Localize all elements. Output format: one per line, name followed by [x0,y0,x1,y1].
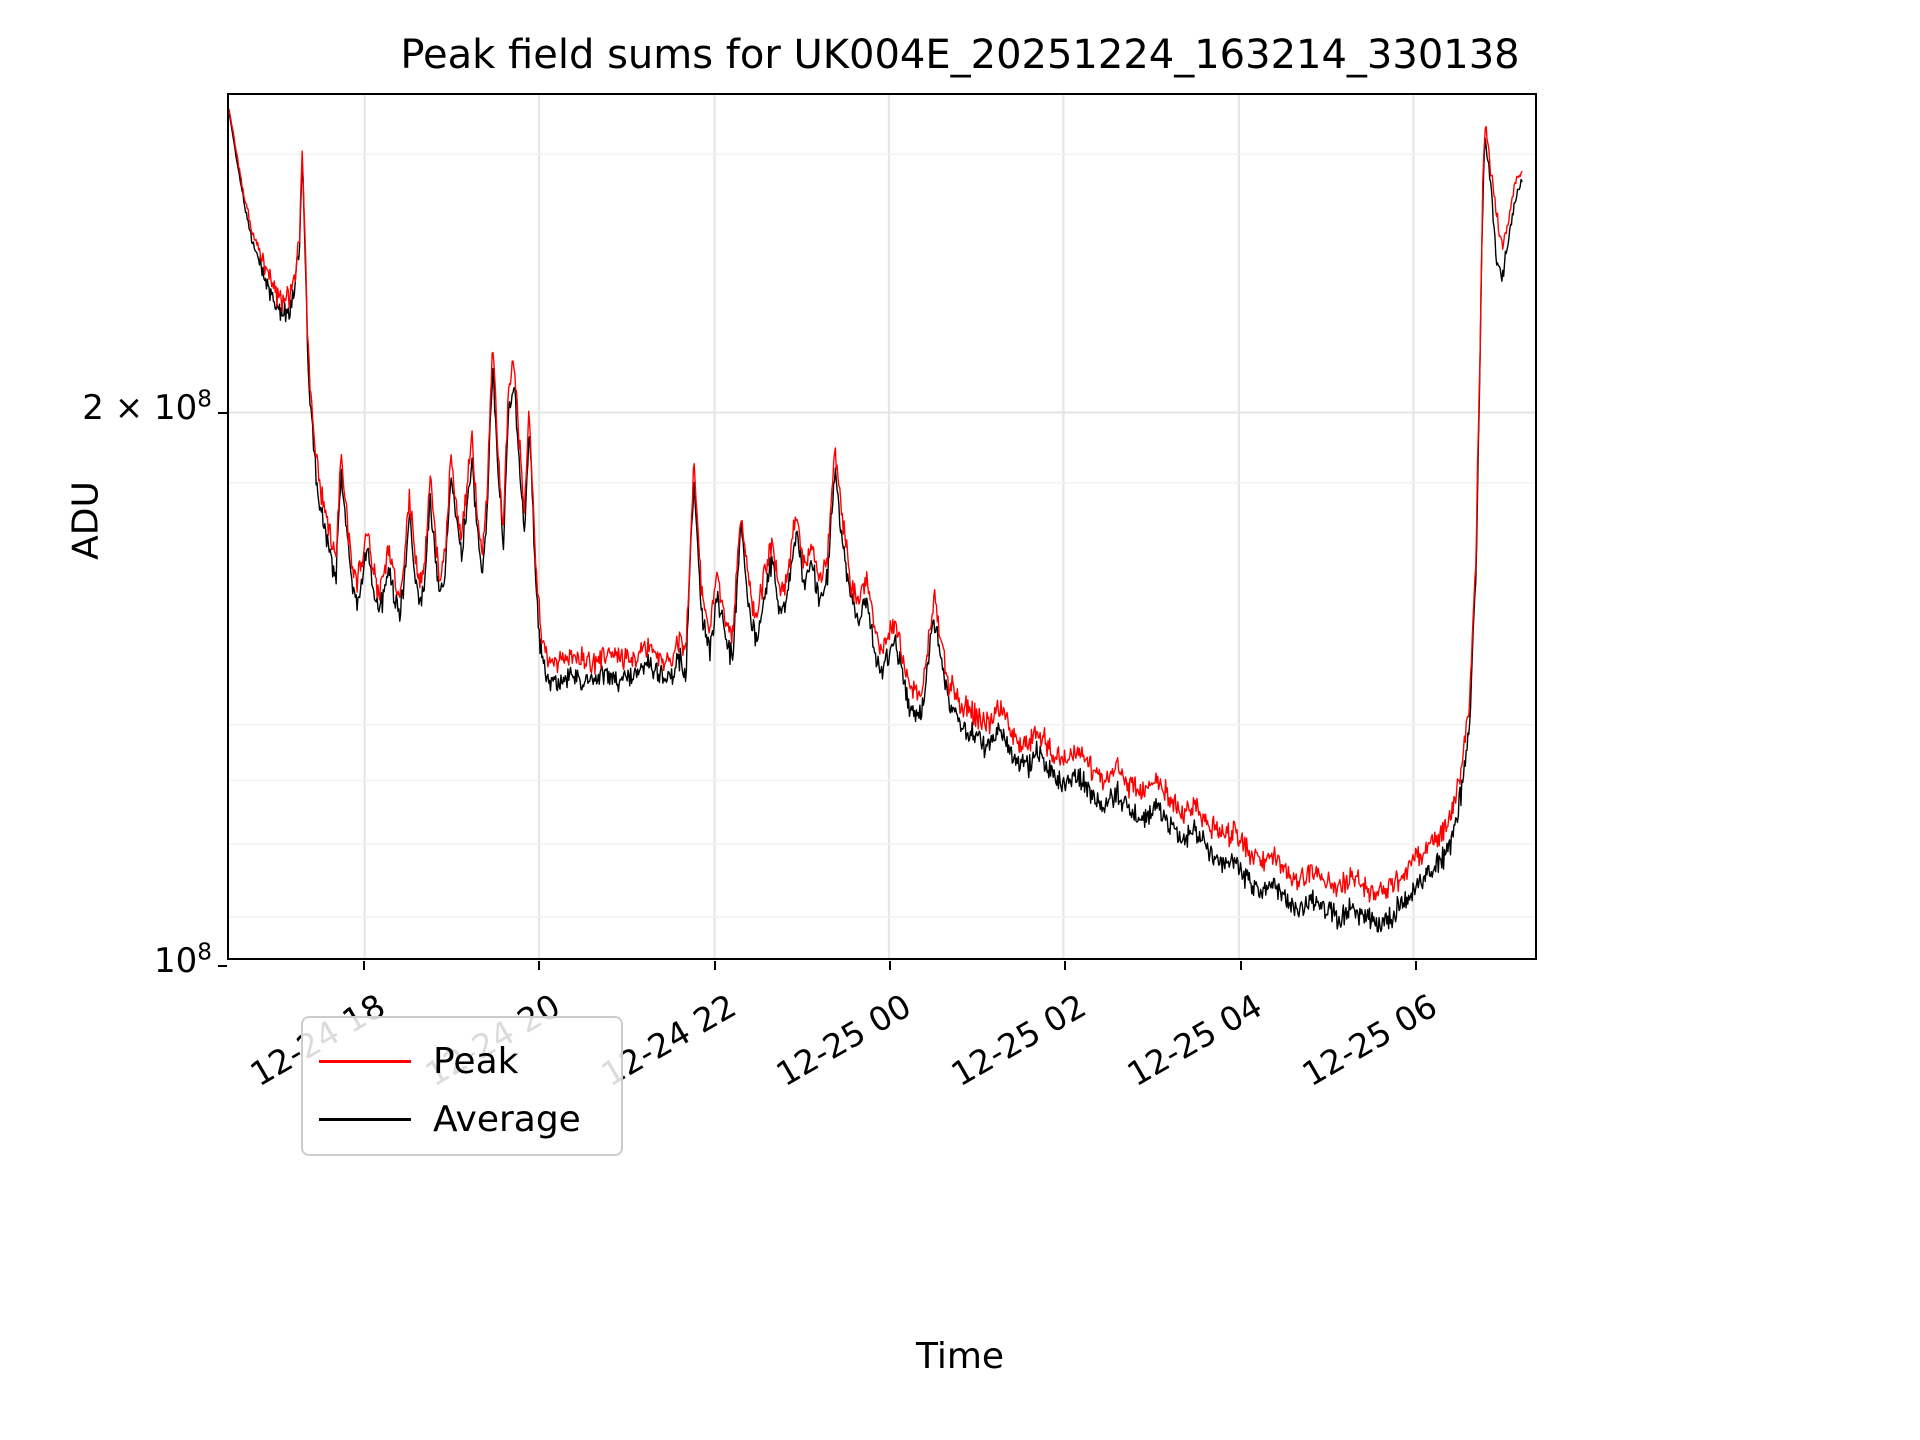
legend-entry-average: Average [303,1090,621,1148]
y-axis-label: ADU [65,481,107,560]
x-tick-label: 12-25 06 [1295,986,1444,1094]
x-axis-label: Time [915,1336,1005,1377]
y-tick-label-2e8: 2 × 108 [82,386,212,428]
y-tick-label-1e8: 108 [154,939,212,981]
x-tick-mark [889,961,891,970]
legend-label-average: Average [433,1098,581,1140]
chart-title: Peak field sums for UK004E_20251224_1632… [400,32,1520,78]
x-tick-mark [1064,961,1066,970]
x-tick-mark [1240,961,1242,970]
series-average [229,111,1523,933]
chart-legend[interactable]: Peak Average [301,1016,623,1156]
plot-area [227,93,1537,960]
x-tick-label: 12-25 02 [944,986,1093,1094]
legend-entry-peak: Peak [303,1032,621,1090]
y-tick-mark [218,965,227,967]
x-tick-mark [1415,961,1417,970]
x-tick-mark [363,961,365,970]
series-peak [229,108,1523,903]
x-tick-label: 12-25 00 [769,986,918,1094]
legend-swatch-peak [319,1059,411,1063]
x-tick-label: 12-25 04 [1120,986,1269,1094]
data-series-layer [229,108,1523,933]
x-tick-mark [538,961,540,970]
legend-swatch-average [319,1117,411,1121]
legend-label-peak: Peak [433,1040,519,1082]
x-tick-mark [714,961,716,970]
grid-lines [229,95,1535,958]
y-tick-mark [218,412,227,414]
